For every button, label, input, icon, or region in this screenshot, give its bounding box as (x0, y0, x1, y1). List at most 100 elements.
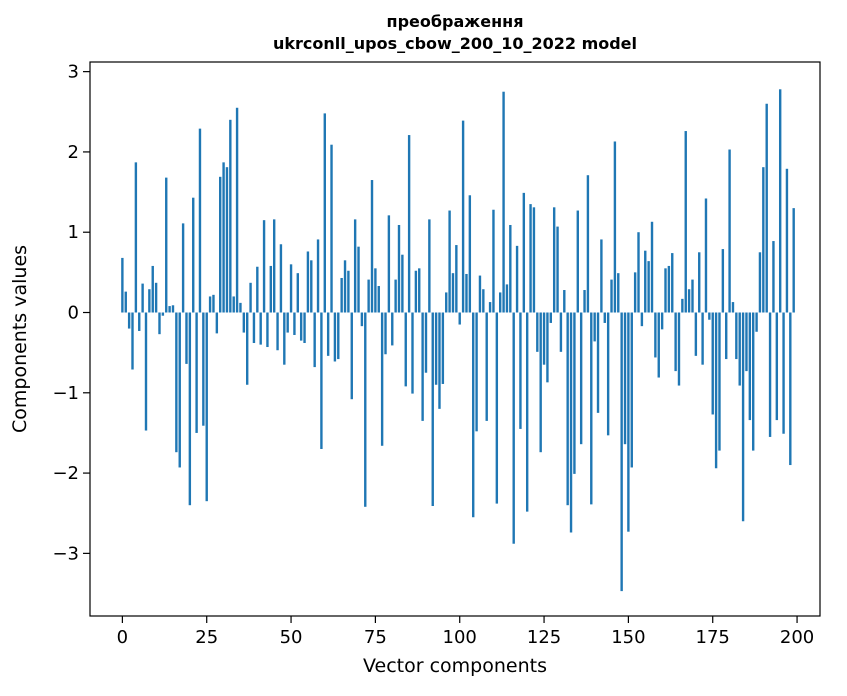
x-tick-label: 200 (780, 627, 814, 648)
bar (515, 245, 519, 313)
bar (246, 312, 249, 385)
bar (124, 291, 127, 313)
bar (357, 246, 360, 313)
bar (694, 312, 698, 356)
bar (657, 312, 660, 378)
bar (731, 302, 735, 313)
bar (768, 312, 772, 437)
bar (181, 223, 185, 313)
y-tick-label: 1 (68, 222, 79, 243)
bar (131, 312, 134, 370)
bar (478, 275, 482, 313)
bar (161, 312, 165, 316)
bar (239, 302, 242, 313)
x-tick-label: 150 (611, 627, 645, 648)
bar (522, 192, 526, 313)
bar (613, 141, 617, 313)
bar (502, 91, 505, 313)
bar (775, 312, 779, 421)
bar (721, 249, 725, 313)
bar (667, 265, 671, 313)
bar (610, 279, 613, 313)
bar (623, 312, 627, 445)
bar (539, 312, 542, 453)
bar (215, 312, 219, 334)
bar (370, 180, 374, 313)
bar (725, 312, 728, 360)
y-axis-ticks: 3 2 1 0 −1 −2 −3 (52, 62, 90, 564)
bar (323, 113, 326, 313)
bar (279, 244, 283, 313)
bar (151, 265, 154, 313)
bar (563, 290, 566, 313)
bar (546, 312, 549, 383)
bar (664, 268, 667, 313)
bar (272, 219, 276, 313)
bar (738, 312, 741, 386)
bar (195, 312, 198, 433)
bar (320, 312, 323, 449)
bar (559, 312, 563, 352)
bar (374, 268, 377, 313)
bar (488, 302, 492, 313)
bar (536, 312, 539, 352)
bar (549, 312, 552, 323)
bar (313, 312, 316, 368)
bar (556, 226, 559, 313)
bar (499, 292, 502, 313)
bar (512, 312, 515, 544)
x-tick-label: 0 (117, 627, 128, 648)
bar (158, 312, 161, 335)
y-tick-label: 0 (68, 303, 79, 324)
bar (266, 312, 269, 348)
bar (590, 312, 593, 505)
bar (461, 120, 465, 313)
bar (505, 284, 509, 313)
bar (789, 312, 792, 466)
bar (762, 167, 765, 313)
bar (684, 131, 687, 313)
bar (165, 177, 168, 313)
bar (401, 254, 404, 313)
bar (529, 204, 532, 313)
bar (458, 312, 461, 325)
bar (350, 312, 353, 400)
bar (168, 306, 171, 313)
bar (380, 312, 384, 446)
bar (127, 312, 131, 329)
bar (185, 312, 188, 364)
bar (445, 292, 448, 313)
y-tick-label: 3 (68, 62, 79, 83)
bar (377, 286, 380, 313)
bar (326, 312, 330, 356)
bar (316, 239, 320, 313)
bar (337, 312, 340, 360)
bar (542, 312, 546, 365)
bar (778, 89, 782, 313)
bar (576, 210, 579, 313)
bar (600, 239, 603, 313)
bar (482, 289, 485, 313)
bar (252, 312, 256, 344)
bar (451, 273, 455, 313)
bar (414, 270, 418, 313)
bar (232, 296, 235, 313)
x-tick-label: 75 (364, 627, 387, 648)
y-tick-label: −3 (52, 543, 79, 564)
bar (495, 312, 499, 504)
bar (741, 312, 745, 522)
bar (333, 312, 337, 362)
bar (660, 312, 664, 330)
x-tick-label: 50 (280, 627, 303, 648)
bar (434, 312, 438, 385)
bar (418, 268, 421, 313)
x-tick-label: 100 (443, 627, 477, 648)
bar (596, 312, 600, 413)
bar (583, 290, 586, 313)
y-tick-label: −1 (52, 383, 79, 404)
bar (492, 209, 495, 313)
bar (755, 312, 758, 332)
bar (573, 312, 576, 474)
bar (687, 289, 691, 313)
bar (330, 144, 333, 313)
